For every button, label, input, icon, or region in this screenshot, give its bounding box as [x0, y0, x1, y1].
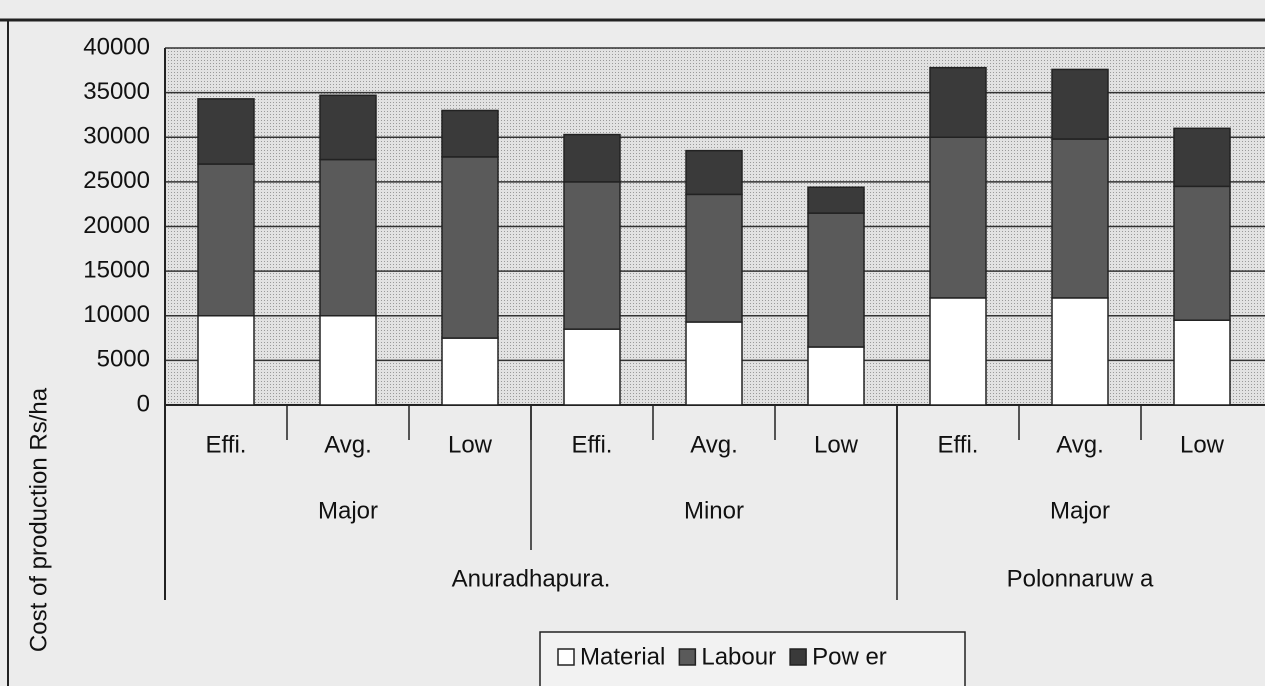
x-tick-label: Effi. — [938, 431, 979, 458]
bar-segment — [807, 212, 865, 348]
bar-segment — [563, 133, 621, 183]
x-tick-label: Low — [448, 431, 493, 458]
bar-segment — [319, 94, 377, 161]
group-label: Major — [318, 497, 378, 524]
bar-segment — [441, 109, 499, 158]
y-tick-label: 40000 — [83, 33, 150, 60]
y-tick-label: 5000 — [97, 346, 150, 373]
legend-box — [539, 631, 966, 686]
x-tick-label: Low — [814, 431, 859, 458]
legend-swatch — [678, 648, 697, 666]
bar-segment — [1051, 68, 1109, 140]
group-label: Major — [1050, 497, 1110, 524]
region-label: Anuradhapura. — [452, 565, 611, 592]
legend-swatch — [789, 648, 807, 666]
bar-segment — [441, 156, 499, 339]
bar-segment — [807, 346, 865, 406]
bar-segment — [319, 158, 377, 317]
legend-swatch — [557, 648, 575, 666]
bar-segment — [1051, 138, 1109, 299]
bar-segment — [563, 181, 621, 330]
bar-segment — [685, 321, 743, 406]
legend-label: Material — [580, 643, 665, 670]
y-axis-label: Cost of production Rs/ha — [25, 387, 52, 652]
bar-segment — [441, 337, 499, 406]
x-tick-label: Avg. — [324, 431, 372, 458]
bar-segment — [685, 149, 743, 196]
y-tick-label: 25000 — [83, 167, 150, 194]
bar-segment — [197, 98, 255, 165]
y-tick-label: 30000 — [83, 123, 150, 150]
bar-segment — [807, 186, 865, 214]
bar-segment — [1051, 297, 1109, 406]
x-tick-label: Avg. — [690, 431, 738, 458]
bar-segment — [929, 66, 987, 138]
bar-segment — [563, 328, 621, 406]
bar-segment — [929, 297, 987, 406]
y-tick-label: 10000 — [83, 301, 150, 328]
y-tick-label: 35000 — [83, 78, 150, 105]
x-tick-label: Low — [1180, 431, 1225, 458]
bar-segment — [197, 163, 255, 317]
bar-segment — [1173, 127, 1231, 188]
x-tick-label: Effi. — [572, 431, 613, 458]
y-tick-label: 20000 — [83, 212, 150, 239]
group-label: Minor — [684, 497, 744, 524]
y-tick-label: 0 — [137, 390, 150, 417]
y-tick-label: 15000 — [83, 256, 150, 283]
bar-segment — [1173, 319, 1231, 406]
bar-segment — [197, 315, 255, 406]
region-label: Polonnaruw a — [1007, 565, 1154, 592]
bar-segment — [685, 193, 743, 323]
x-tick-label: Effi. — [206, 431, 247, 458]
bar-segment — [319, 315, 377, 406]
bar-segment — [1173, 185, 1231, 321]
legend-label: Labour — [701, 643, 776, 670]
legend-label: Pow er — [812, 643, 887, 670]
bar-segment — [929, 136, 987, 299]
x-tick-label: Avg. — [1056, 431, 1104, 458]
